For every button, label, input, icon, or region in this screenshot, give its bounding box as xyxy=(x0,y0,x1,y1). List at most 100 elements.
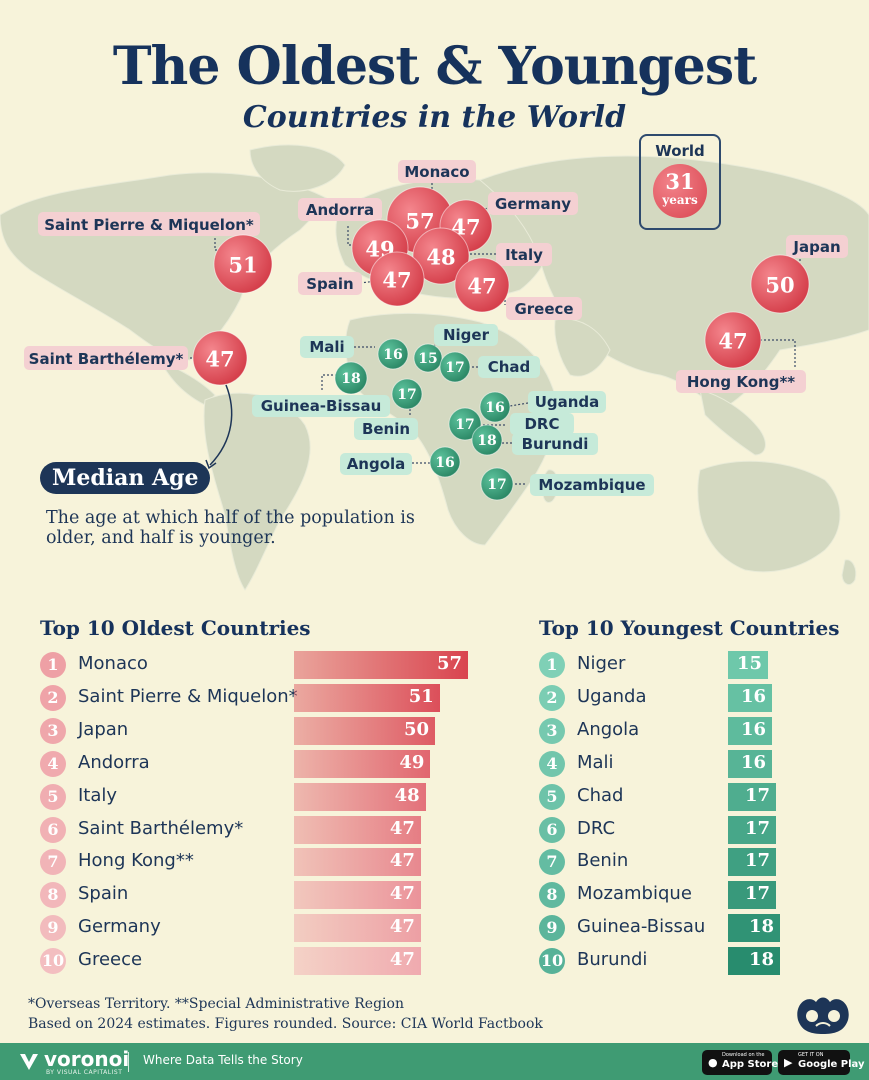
youngest-bar: 15 xyxy=(728,651,768,679)
google-play-label: Google Play xyxy=(798,1059,865,1070)
app-store-button[interactable]: ● Download on the App Store xyxy=(702,1050,778,1075)
map-bubble-value: 50 xyxy=(765,273,794,298)
map-bubble-young xyxy=(413,343,443,373)
oldest-country-name: Andorra xyxy=(78,751,150,773)
youngest-bar-value: 16 xyxy=(740,685,766,707)
label-angola: Angola xyxy=(347,455,406,473)
oldest-country-name: Monaco xyxy=(78,653,148,674)
label-saint-pierre: Saint Pierre & Miquelon* xyxy=(44,216,254,234)
play-icon: ▶ xyxy=(784,1056,793,1069)
world-map: Monaco Germany Andorra Italy Spain Greec… xyxy=(0,144,869,591)
oldest-bar-value: 51 xyxy=(408,685,434,707)
oldest-rank-badge: 5 xyxy=(40,783,66,810)
label-chad: Chad xyxy=(488,358,531,376)
label-niger: Niger xyxy=(443,326,490,344)
oldest-bar: 47 xyxy=(294,848,421,877)
youngest-country-name: DRC xyxy=(577,817,616,839)
oldest-bar-value: 47 xyxy=(389,817,415,839)
oldest-bar: 51 xyxy=(294,683,440,712)
map-bubble-value: 17 xyxy=(445,360,464,376)
youngest-list-title: Top 10 Youngest Countries xyxy=(539,616,840,640)
footer-divider xyxy=(128,1052,129,1072)
youngest-country-name: Guinea-Bissau xyxy=(577,916,706,938)
app-store-label: App Store xyxy=(722,1059,779,1070)
youngest-rank-badge: 3 xyxy=(539,717,565,744)
youngest-country-name: Mali xyxy=(577,751,614,773)
youngest-row: 6 DRC 17 xyxy=(539,815,799,845)
map-bubble-value: 48 xyxy=(426,245,455,270)
world-bubble: 31 years xyxy=(653,164,707,218)
world-label: World xyxy=(655,142,705,160)
brand-name: voronoi xyxy=(44,1047,130,1071)
page-subtitle: Countries in the World xyxy=(242,100,627,135)
oldest-row: 2 Saint Pierre & Miquelon* 51 xyxy=(40,683,480,713)
oldest-row: 1 Monaco 57 xyxy=(40,650,480,680)
map-bubble-young xyxy=(471,424,503,456)
median-age-description: The age at which half of the population … xyxy=(46,508,415,548)
map-bubble-young xyxy=(448,407,482,441)
youngest-country-name: Niger xyxy=(577,653,626,674)
map-bubble-value: 47 xyxy=(382,268,411,293)
google-play-button[interactable]: ▶ GET IT ON Google Play xyxy=(778,1050,865,1075)
youngest-bar-value: 17 xyxy=(744,850,770,872)
youngest-bar: 16 xyxy=(728,683,772,712)
median-arrow xyxy=(209,384,233,466)
map-bubble-value: 16 xyxy=(383,347,402,363)
youngest-bar-value: 17 xyxy=(744,817,770,839)
oldest-bar: 50 xyxy=(294,716,436,745)
youngest-bar-value: 17 xyxy=(744,784,770,806)
map-bubble-young xyxy=(480,467,514,501)
youngest-country-name: Uganda xyxy=(577,685,647,707)
map-bubble-value: 57 xyxy=(405,209,434,234)
oldest-rank-badge: 9 xyxy=(40,915,66,942)
label-drc: DRC xyxy=(524,415,559,433)
oldest-bar-value: 50 xyxy=(404,718,430,740)
oldest-bar-value: 47 xyxy=(389,916,415,938)
oldest-country-name: Japan xyxy=(78,718,129,740)
youngest-bar: 17 xyxy=(728,782,776,811)
label-uganda: Uganda xyxy=(535,393,600,411)
median-age-title: Median Age xyxy=(40,462,211,494)
oldest-bar: 48 xyxy=(294,782,426,811)
map-bubble-young xyxy=(479,391,511,423)
oldest-row: 4 Andorra 49 xyxy=(40,749,480,779)
youngest-row: 3 Angola 16 xyxy=(539,716,799,746)
oldest-country-name: Spain xyxy=(78,883,129,905)
map-bubble-old xyxy=(412,227,470,285)
world-value: 31 xyxy=(665,169,695,194)
oldest-bar: 47 xyxy=(294,881,421,910)
map-bubble-young xyxy=(429,446,461,478)
youngest-rank-badge: 2 xyxy=(539,684,565,711)
label-andorra: Andorra xyxy=(306,201,374,219)
youngest-row: 8 Mozambique 17 xyxy=(539,880,799,910)
oldest-country-name: Germany xyxy=(78,916,161,938)
youngest-bar: 17 xyxy=(728,881,776,910)
oldest-bar: 49 xyxy=(294,749,431,778)
page-title: The Oldest & Youngest xyxy=(112,36,757,97)
map-bubble-value: 16 xyxy=(435,455,454,471)
map-bubble-young xyxy=(377,338,409,370)
youngest-bar: 18 xyxy=(728,914,780,943)
youngest-row: 7 Benin 17 xyxy=(539,847,799,877)
oldest-rank-badge: 4 xyxy=(40,750,66,777)
label-japan: Japan xyxy=(792,238,840,256)
youngest-rank-badge: 1 xyxy=(539,652,565,678)
oldest-country-name: Italy xyxy=(78,784,118,806)
map-bubble-old xyxy=(704,311,762,369)
oldest-bar-value: 48 xyxy=(394,784,420,806)
youngest-rank-badge: 4 xyxy=(539,750,565,777)
youngest-row: 4 Mali 16 xyxy=(539,749,799,779)
youngest-bar-value: 16 xyxy=(740,751,766,773)
southeast-asia-shape xyxy=(699,389,766,456)
oldest-row: 8 Spain 47 xyxy=(40,880,480,910)
oldest-country-name: Saint Pierre & Miquelon* xyxy=(78,685,298,707)
youngest-rank-badge: 8 xyxy=(539,882,565,909)
oldest-row: 9 Germany 47 xyxy=(40,913,480,943)
label-benin: Benin xyxy=(362,420,410,438)
map-bubble-value: 51 xyxy=(228,253,257,278)
label-saint-barthelemy: Saint Barthélemy* xyxy=(29,350,184,368)
map-bubble-young xyxy=(391,378,423,410)
label-italy: Italy xyxy=(505,246,543,264)
youngest-rank-badge: 9 xyxy=(539,915,565,942)
